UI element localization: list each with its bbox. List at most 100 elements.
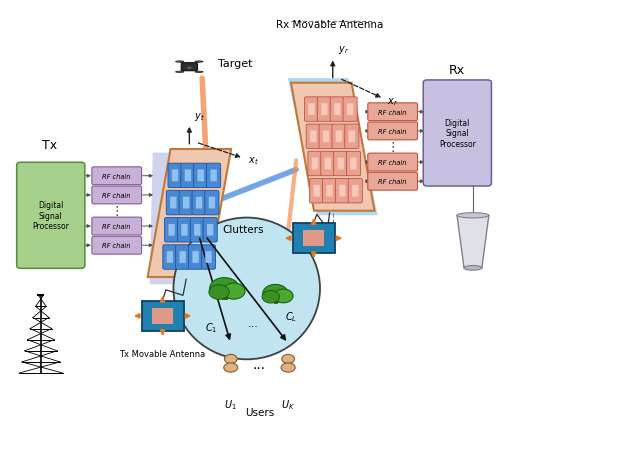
Circle shape [223, 283, 245, 300]
Text: ...: ... [248, 318, 259, 328]
FancyBboxPatch shape [203, 218, 217, 242]
Ellipse shape [175, 72, 184, 73]
FancyBboxPatch shape [319, 125, 333, 149]
FancyBboxPatch shape [192, 191, 206, 215]
Circle shape [274, 289, 293, 303]
Text: RF chain: RF chain [378, 110, 407, 116]
Polygon shape [457, 216, 489, 268]
FancyBboxPatch shape [198, 170, 204, 182]
FancyBboxPatch shape [179, 191, 193, 215]
FancyBboxPatch shape [368, 173, 417, 191]
FancyBboxPatch shape [222, 292, 227, 299]
FancyBboxPatch shape [209, 197, 215, 209]
FancyBboxPatch shape [168, 164, 182, 188]
Ellipse shape [173, 218, 320, 359]
FancyBboxPatch shape [368, 154, 417, 172]
FancyBboxPatch shape [310, 179, 324, 203]
Text: $y_t$: $y_t$ [195, 110, 205, 122]
Circle shape [209, 285, 229, 300]
Text: RF chain: RF chain [102, 174, 131, 179]
Ellipse shape [464, 266, 482, 271]
FancyBboxPatch shape [92, 237, 141, 255]
FancyBboxPatch shape [345, 125, 359, 149]
FancyBboxPatch shape [207, 224, 213, 236]
FancyBboxPatch shape [164, 218, 179, 242]
Circle shape [263, 285, 288, 303]
FancyBboxPatch shape [185, 170, 191, 182]
Text: RF chain: RF chain [378, 160, 407, 166]
FancyBboxPatch shape [17, 163, 85, 269]
FancyBboxPatch shape [177, 218, 191, 242]
FancyBboxPatch shape [321, 104, 328, 116]
Text: RF chain: RF chain [102, 243, 131, 249]
FancyBboxPatch shape [308, 152, 322, 176]
Text: $x_t$: $x_t$ [248, 155, 259, 167]
FancyBboxPatch shape [181, 224, 188, 236]
Text: Tx: Tx [42, 139, 57, 152]
FancyBboxPatch shape [339, 185, 346, 197]
Text: RF chain: RF chain [378, 179, 407, 185]
FancyBboxPatch shape [202, 245, 216, 270]
Polygon shape [288, 79, 378, 216]
FancyBboxPatch shape [207, 164, 221, 188]
Text: Digital
Signal
Processor: Digital Signal Processor [33, 201, 69, 231]
FancyBboxPatch shape [175, 245, 190, 270]
Text: Rx: Rx [449, 64, 465, 77]
Text: RF chain: RF chain [102, 224, 131, 230]
FancyBboxPatch shape [190, 218, 204, 242]
Ellipse shape [195, 72, 203, 73]
FancyBboxPatch shape [211, 170, 217, 182]
Text: $U_1$: $U_1$ [225, 397, 237, 411]
FancyBboxPatch shape [305, 98, 319, 122]
FancyBboxPatch shape [92, 218, 141, 235]
Text: $x_r$: $x_r$ [387, 96, 398, 108]
FancyBboxPatch shape [172, 170, 178, 182]
FancyBboxPatch shape [303, 231, 324, 246]
FancyBboxPatch shape [205, 252, 212, 263]
FancyBboxPatch shape [423, 81, 492, 187]
Ellipse shape [457, 213, 489, 218]
FancyBboxPatch shape [273, 297, 277, 303]
FancyBboxPatch shape [332, 125, 346, 149]
Text: $y_r$: $y_r$ [338, 44, 349, 56]
Circle shape [282, 355, 294, 364]
FancyBboxPatch shape [368, 104, 417, 121]
FancyBboxPatch shape [180, 252, 186, 263]
Circle shape [210, 278, 239, 299]
FancyBboxPatch shape [321, 152, 335, 176]
Circle shape [262, 291, 280, 303]
FancyBboxPatch shape [193, 252, 199, 263]
Text: Users: Users [245, 408, 274, 417]
Text: $U_K$: $U_K$ [281, 397, 295, 411]
Text: Clutters: Clutters [223, 225, 264, 235]
FancyBboxPatch shape [368, 123, 417, 140]
FancyBboxPatch shape [317, 98, 332, 122]
Ellipse shape [175, 62, 184, 63]
FancyBboxPatch shape [347, 104, 353, 116]
FancyBboxPatch shape [194, 224, 200, 236]
FancyBboxPatch shape [166, 191, 180, 215]
Text: $C_1$: $C_1$ [205, 321, 218, 335]
FancyBboxPatch shape [166, 252, 173, 263]
FancyBboxPatch shape [352, 185, 358, 197]
Polygon shape [150, 153, 216, 285]
FancyBboxPatch shape [333, 152, 348, 176]
Text: Tx Movable Antenna: Tx Movable Antenna [120, 349, 205, 358]
FancyBboxPatch shape [196, 197, 202, 209]
FancyBboxPatch shape [168, 224, 175, 236]
Polygon shape [148, 150, 231, 277]
Ellipse shape [195, 62, 203, 63]
FancyBboxPatch shape [189, 245, 203, 270]
Ellipse shape [224, 363, 238, 372]
Text: ⋮: ⋮ [111, 205, 123, 218]
FancyBboxPatch shape [92, 168, 141, 185]
FancyBboxPatch shape [337, 158, 344, 170]
Text: $C_L$: $C_L$ [285, 309, 298, 323]
FancyBboxPatch shape [323, 131, 330, 143]
FancyBboxPatch shape [308, 104, 315, 116]
FancyBboxPatch shape [181, 63, 198, 72]
FancyBboxPatch shape [141, 301, 184, 331]
FancyBboxPatch shape [343, 98, 357, 122]
FancyBboxPatch shape [310, 131, 316, 143]
Polygon shape [291, 84, 374, 211]
